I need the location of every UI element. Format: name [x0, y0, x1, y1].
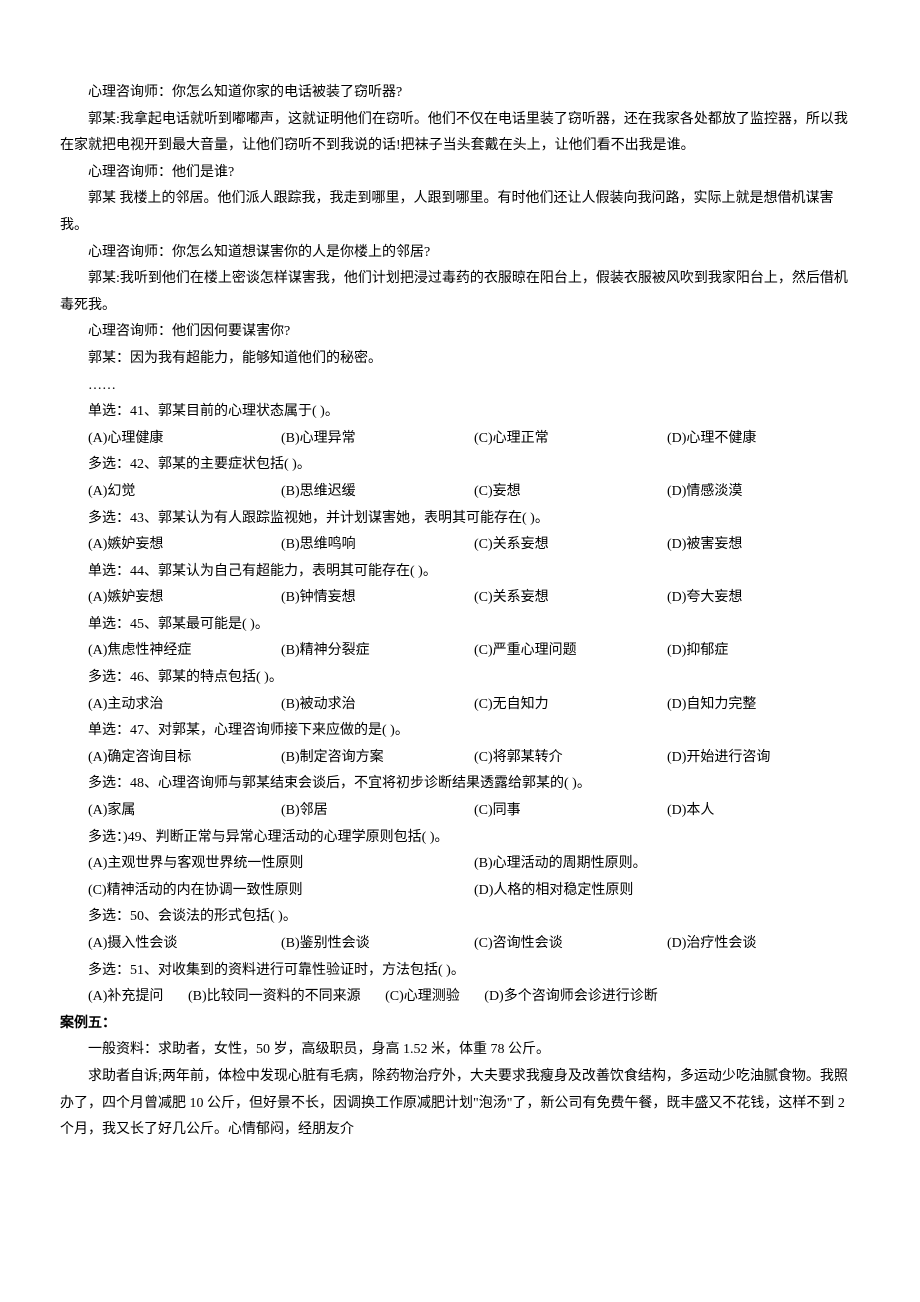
question-stem: 单选：41、郭某目前的心理状态属于( )。	[60, 399, 860, 426]
dialogue-line: 郭某 我楼上的邻居。他们派人跟踪我，我走到哪里，人跟到哪里。有时他们还让人假装向…	[60, 186, 860, 239]
question-stem: 多选：46、郭某的特点包括( )。	[60, 665, 860, 692]
question-stem: 多选：50、会谈法的形式包括( )。	[60, 904, 860, 931]
question-stem: 单选：45、郭某最可能是( )。	[60, 612, 860, 639]
dialogue-line: 郭某:我拿起电话就听到嘟嘟声，这就证明他们在窃听。他们不仅在电话里装了窃听器，还…	[60, 107, 860, 160]
question-options: (A)主动求治 (B)被动求治 (C)无自知力 (D)自知力完整	[60, 692, 860, 719]
dialogue-line: 郭某：因为我有超能力，能够知道他们的秘密。	[60, 346, 860, 373]
dialogue-line: 郭某:我听到他们在楼上密谈怎样谋害我，他们计划把浸过毒药的衣服晾在阳台上，假装衣…	[60, 266, 860, 319]
option: (C)妄想	[474, 479, 667, 506]
question-stem: 多选：42、郭某的主要症状包括( )。	[60, 452, 860, 479]
option: (D)人格的相对稳定性原则	[474, 878, 860, 905]
option: (A)嫉妒妄想	[88, 585, 281, 612]
question-options: (A)主观世界与客观世界统一性原则 (B)心理活动的周期性原则。	[60, 851, 860, 878]
question-options: (A)心理健康 (B)心理异常 (C)心理正常 (D)心理不健康	[60, 426, 860, 453]
option: (A)确定咨询目标	[88, 745, 281, 772]
option: (D)自知力完整	[667, 692, 860, 719]
option: (C)同事	[474, 798, 667, 825]
question-options: (A)焦虑性神经症 (B)精神分裂症 (C)严重心理问题 (D)抑郁症	[60, 638, 860, 665]
document-page: 心理咨询师：你怎么知道你家的电话被装了窃听器? 郭某:我拿起电话就听到嘟嘟声，这…	[0, 0, 920, 1302]
option: (C)咨询性会谈	[474, 931, 667, 958]
option: (C)将郭某转介	[474, 745, 667, 772]
option: (A)焦虑性神经症	[88, 638, 281, 665]
option: (D)夸大妄想	[667, 585, 860, 612]
option: (A)补充提问	[88, 984, 163, 1011]
question-stem: 单选：47、对郭某，心理咨询师接下来应做的是( )。	[60, 718, 860, 745]
question-options: (A)嫉妒妄想 (B)钟情妄想 (C)关系妄想 (D)夸大妄想	[60, 585, 860, 612]
option: (C)心理测验	[385, 984, 460, 1011]
option: (A)家属	[88, 798, 281, 825]
case-paragraph: 一般资料：求助者，女性，50 岁，高级职员，身高 1.52 米，体重 78 公斤…	[60, 1037, 860, 1064]
case-heading: 案例五：	[60, 1011, 860, 1038]
dialogue-line: 心理咨询师：他们因何要谋害你?	[60, 319, 860, 346]
option: (C)精神活动的内在协调一致性原则	[88, 878, 474, 905]
option: (D)被害妄想	[667, 532, 860, 559]
option: (C)关系妄想	[474, 585, 667, 612]
question-stem: 单选：44、郭某认为自己有超能力，表明其可能存在( )。	[60, 559, 860, 586]
option: (B)思维迟缓	[281, 479, 474, 506]
question-options: (A)确定咨询目标 (B)制定咨询方案 (C)将郭某转介 (D)开始进行咨询	[60, 745, 860, 772]
option: (B)制定咨询方案	[281, 745, 474, 772]
option: (A)嫉妒妄想	[88, 532, 281, 559]
option: (A)主观世界与客观世界统一性原则	[88, 851, 474, 878]
option: (D)多个咨询师会诊进行诊断	[484, 984, 657, 1011]
dialogue-line: 心理咨询师：你怎么知道想谋害你的人是你楼上的邻居?	[60, 240, 860, 267]
question-options: (A)家属 (B)邻居 (C)同事 (D)本人	[60, 798, 860, 825]
question-options: (A)摄入性会谈 (B)鉴别性会谈 (C)咨询性会谈 (D)治疗性会谈	[60, 931, 860, 958]
option: (C)无自知力	[474, 692, 667, 719]
option: (A)幻觉	[88, 479, 281, 506]
option: (D)心理不健康	[667, 426, 860, 453]
option: (D)治疗性会谈	[667, 931, 860, 958]
option: (B)邻居	[281, 798, 474, 825]
option: (C)关系妄想	[474, 532, 667, 559]
question-stem: 多选：48、心理咨询师与郭某结束会谈后，不宜将初步诊断结果透露给郭某的( )。	[60, 771, 860, 798]
dialogue-section: 心理咨询师：你怎么知道你家的电话被装了窃听器? 郭某:我拿起电话就听到嘟嘟声，这…	[60, 80, 860, 399]
option: (B)心理活动的周期性原则。	[474, 851, 860, 878]
question-options: (A)嫉妒妄想 (B)思维鸣响 (C)关系妄想 (D)被害妄想	[60, 532, 860, 559]
dialogue-line: 心理咨询师：他们是谁?	[60, 160, 860, 187]
question-options: (C)精神活动的内在协调一致性原则 (D)人格的相对稳定性原则	[60, 878, 860, 905]
option: (A)心理健康	[88, 426, 281, 453]
questions-section: 单选：41、郭某目前的心理状态属于( )。 (A)心理健康 (B)心理异常 (C…	[60, 399, 860, 1011]
question-stem: 多选：51、对收集到的资料进行可靠性验证时，方法包括( )。	[60, 958, 860, 985]
dialogue-line: ……	[60, 373, 860, 400]
option: (A)摄入性会谈	[88, 931, 281, 958]
option: (B)心理异常	[281, 426, 474, 453]
option: (C)严重心理问题	[474, 638, 667, 665]
option: (D)抑郁症	[667, 638, 860, 665]
dialogue-line: 心理咨询师：你怎么知道你家的电话被装了窃听器?	[60, 80, 860, 107]
option: (D)情感淡漠	[667, 479, 860, 506]
option: (A)主动求治	[88, 692, 281, 719]
option: (B)精神分裂症	[281, 638, 474, 665]
option: (B)思维鸣响	[281, 532, 474, 559]
case-paragraph: 求助者自诉;两年前，体检中发现心脏有毛病，除药物治疗外，大夫要求我瘦身及改善饮食…	[60, 1064, 860, 1144]
option: (B)比较同一资料的不同来源	[188, 984, 361, 1011]
option: (B)被动求治	[281, 692, 474, 719]
question-options: (A)幻觉 (B)思维迟缓 (C)妄想 (D)情感淡漠	[60, 479, 860, 506]
question-stem: 多选：)49、判断正常与异常心理活动的心理学原则包括( )。	[60, 825, 860, 852]
question-options: (A)补充提问 (B)比较同一资料的不同来源 (C)心理测验 (D)多个咨询师会…	[60, 984, 860, 1011]
question-stem: 多选：43、郭某认为有人跟踪监视她，并计划谋害她，表明其可能存在( )。	[60, 506, 860, 533]
option: (D)开始进行咨询	[667, 745, 860, 772]
option: (D)本人	[667, 798, 860, 825]
option: (B)钟情妄想	[281, 585, 474, 612]
option: (C)心理正常	[474, 426, 667, 453]
option: (B)鉴别性会谈	[281, 931, 474, 958]
